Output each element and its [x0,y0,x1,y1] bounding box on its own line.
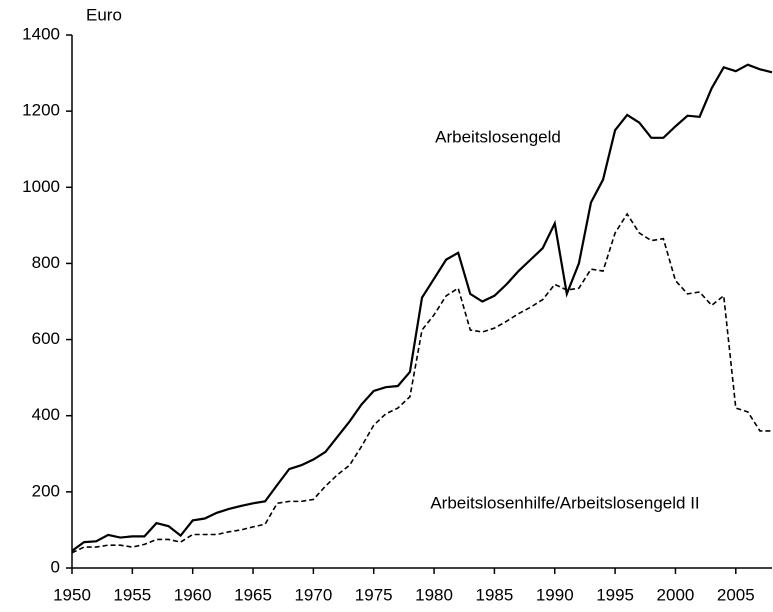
x-tick-label: 1990 [536,585,574,604]
x-tick-label: 1950 [53,585,91,604]
series-label: Arbeitslosenhilfe/Arbeitslosengeld II [430,493,699,512]
y-tick-label: 600 [32,329,60,348]
x-tick-label: 1980 [415,585,453,604]
y-tick-label: 1400 [22,24,60,43]
y-axis-label: Euro [86,5,122,24]
y-tick-label: 1000 [22,177,60,196]
x-tick-label: 1985 [475,585,513,604]
x-tick-label: 1995 [596,585,634,604]
x-tick-label: 2000 [657,585,695,604]
x-tick-label: 1965 [234,585,272,604]
x-tick-label: 1955 [113,585,151,604]
x-tick-label: 1975 [355,585,393,604]
series-line [71,212,772,554]
y-tick-label: 200 [32,481,60,500]
y-tick-label: 800 [32,253,60,272]
y-tick-label: 400 [32,405,60,424]
series-line [71,63,773,552]
x-tick-label: 1970 [294,585,332,604]
y-tick-label: 1200 [22,101,60,120]
x-tick-label: 1960 [174,585,212,604]
series-label: Arbeitslosengeld [435,127,561,146]
x-tick-label: 2005 [717,585,755,604]
y-tick-label: 0 [51,557,60,576]
